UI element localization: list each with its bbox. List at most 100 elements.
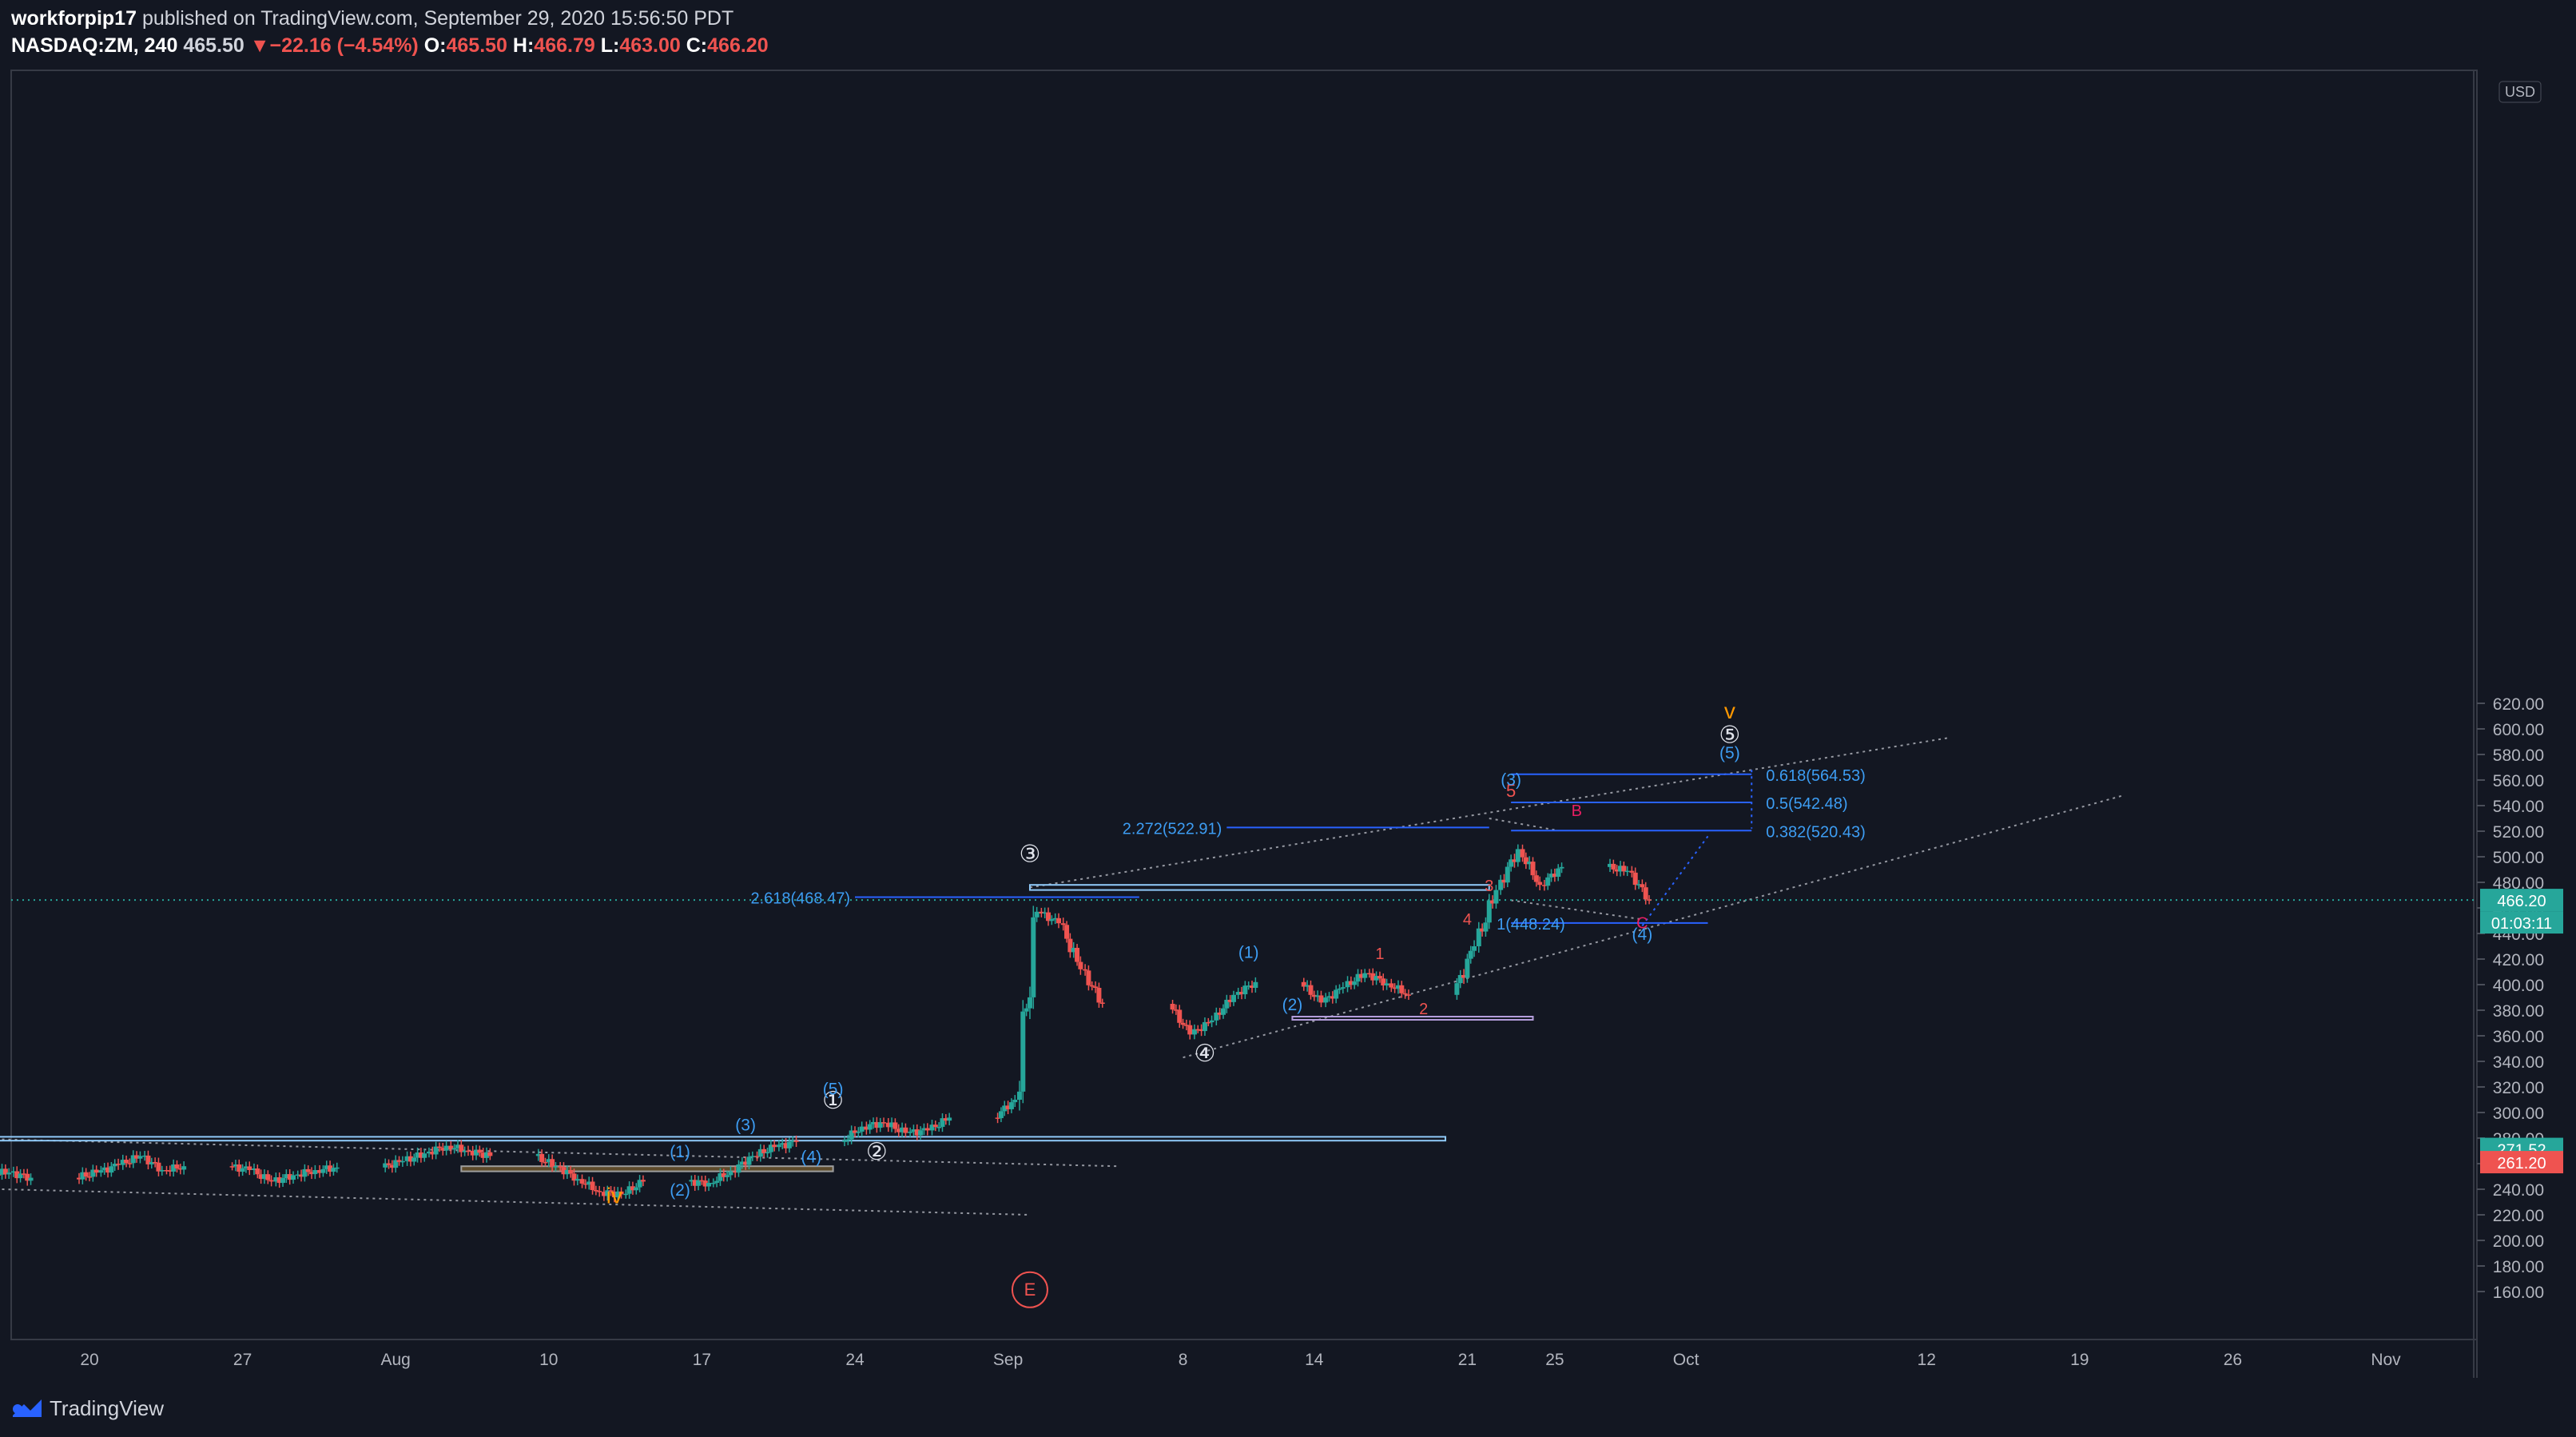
- candle-body: [611, 1192, 617, 1198]
- candle-body: [487, 1152, 493, 1156]
- candle-body: [1523, 857, 1529, 865]
- candle-body: [1020, 1011, 1026, 1092]
- candle-body: [571, 1173, 577, 1181]
- candle-body: [1191, 1029, 1197, 1035]
- candle-body: [864, 1126, 869, 1130]
- wave-label: (5): [823, 1081, 844, 1099]
- candle-body: [1373, 976, 1379, 981]
- candle-body: [1005, 1105, 1011, 1109]
- candle-body: [783, 1143, 789, 1148]
- candle-body: [455, 1144, 460, 1148]
- time-axis[interactable]: 20 27 Aug 10 17 24 Sep 8 14 21 25 Oct 12 19 26 Nov: [80, 1351, 2401, 1369]
- candle-body: [845, 1139, 851, 1141]
- candle-body: [900, 1127, 905, 1132]
- y-tick-label: 520.00: [2493, 823, 2544, 842]
- candle-body: [1345, 981, 1350, 988]
- candle-body: [618, 1191, 624, 1195]
- candle-body: [302, 1168, 308, 1177]
- candle-body: [749, 1156, 755, 1157]
- candle-body: [156, 1162, 161, 1172]
- candle-body: [407, 1156, 413, 1162]
- candle-body: [1355, 973, 1361, 982]
- candles: [0, 844, 1652, 1203]
- wave-label-minor: (3): [1501, 770, 1521, 789]
- y-tick-label: 500.00: [2493, 849, 2544, 867]
- candle-body: [568, 1170, 574, 1174]
- candle-body: [280, 1178, 286, 1184]
- candle-body: [1323, 997, 1329, 1003]
- candle-body: [258, 1174, 264, 1180]
- candle-body: [1206, 1021, 1211, 1024]
- candle-body: [1220, 1008, 1226, 1015]
- candle-body: [1530, 862, 1536, 876]
- footer-brand[interactable]: TradingView: [50, 1395, 165, 1420]
- candle-body: [1533, 875, 1539, 882]
- candle-body: [692, 1180, 698, 1186]
- candle-body: [605, 1190, 610, 1196]
- candle-body: [1512, 859, 1517, 862]
- candle-body: [696, 1180, 702, 1186]
- candle-body: [765, 1152, 770, 1154]
- tradingview-logo-icon: [13, 1399, 42, 1417]
- y-tick-label: 480.00: [2493, 874, 2544, 893]
- candle-body: [1301, 981, 1306, 987]
- candle-body: [1527, 862, 1532, 865]
- candle-body: [276, 1177, 282, 1184]
- candle-body: [623, 1193, 629, 1196]
- candle-body: [553, 1166, 559, 1168]
- candle-body: [1187, 1025, 1193, 1035]
- candle-body: [998, 1111, 1004, 1119]
- candle-body: [593, 1189, 598, 1192]
- candle-body: [1358, 973, 1364, 978]
- candle-body: [320, 1168, 326, 1173]
- candle-body: [1052, 918, 1058, 920]
- candle-body: [1075, 947, 1080, 962]
- symbol-label[interactable]: NASDAQ:ZM, 240: [11, 34, 178, 57]
- candle-body: [881, 1122, 887, 1124]
- candle-body: [109, 1166, 114, 1173]
- publisher-name[interactable]: workforpip17: [11, 7, 137, 30]
- candle-body: [268, 1180, 274, 1182]
- currency-box[interactable]: [2498, 81, 2542, 103]
- candle-body: [76, 1177, 81, 1180]
- candle-body: [465, 1150, 471, 1152]
- candle-body: [415, 1152, 420, 1158]
- wave-label: B: [1572, 802, 1582, 820]
- candle-body: [265, 1174, 271, 1180]
- candle-body: [167, 1170, 173, 1172]
- candle-body: [543, 1161, 548, 1164]
- candle-body: [1468, 950, 1473, 959]
- candle-body: [83, 1172, 89, 1177]
- candle-body: [947, 1117, 952, 1121]
- candle-body: [1381, 978, 1386, 986]
- candle-body: [564, 1170, 570, 1175]
- candle-body: [535, 1153, 541, 1156]
- candle-body: [251, 1168, 256, 1170]
- candle-body: [181, 1166, 187, 1170]
- candle-body: [1621, 866, 1627, 872]
- demand-zone: [460, 1165, 834, 1172]
- x-tick-label: 21: [1458, 1351, 1477, 1369]
- y-tick-label: 320.00: [2493, 1079, 2544, 1097]
- candle-body: [1377, 976, 1382, 979]
- candle-body: [1008, 1102, 1014, 1109]
- candle-body: [1311, 994, 1317, 997]
- x-tick-label: 12: [1918, 1351, 1936, 1369]
- candle-body: [714, 1180, 720, 1183]
- candle-body: [615, 1191, 621, 1198]
- candle-body: [334, 1167, 340, 1169]
- candle-body: [127, 1163, 133, 1164]
- price-axis[interactable]: 160.00180.00200.00220.00240.00260.00280.…: [2477, 695, 2544, 1302]
- candle-body: [480, 1152, 486, 1158]
- price-change: −22.16 (−4.54%): [269, 34, 419, 57]
- candle-body: [706, 1183, 712, 1187]
- candle-body: [1235, 992, 1241, 995]
- candle-body: [1340, 987, 1346, 989]
- candle-body: [1457, 974, 1463, 984]
- candle-body: [1515, 849, 1521, 862]
- candle-body: [1548, 874, 1554, 878]
- candle-body: [1034, 911, 1040, 918]
- wave-label: (1): [670, 1143, 690, 1161]
